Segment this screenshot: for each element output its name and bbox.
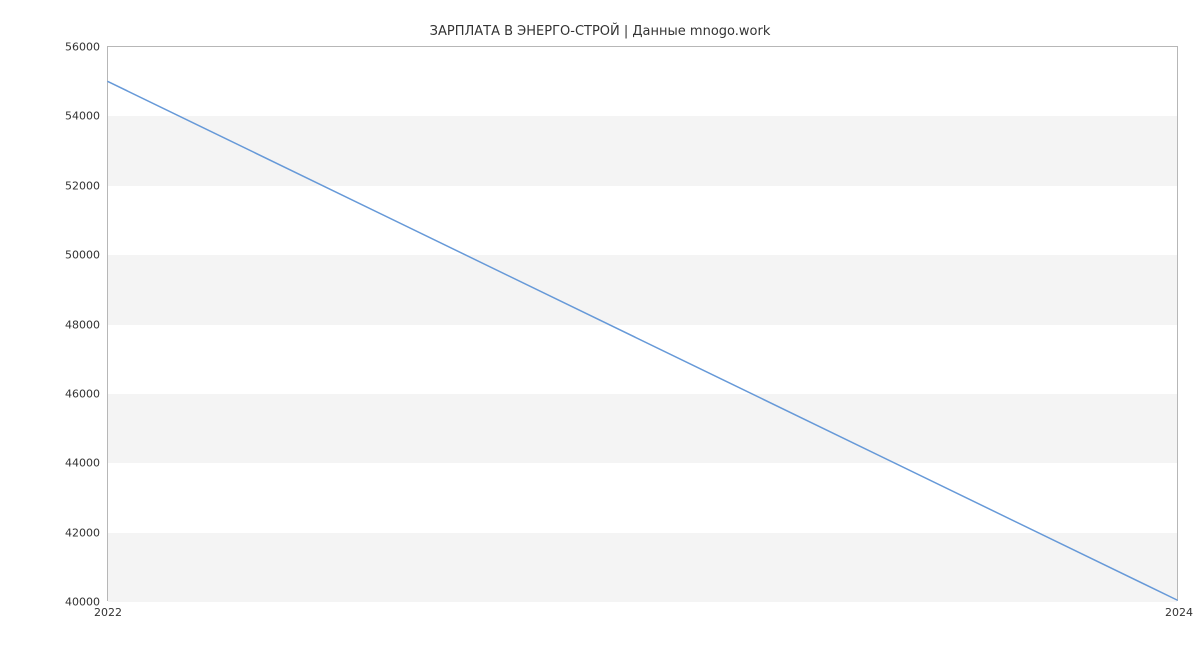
line-series bbox=[108, 47, 1177, 600]
y-tick-label: 46000 bbox=[65, 387, 108, 400]
y-tick-label: 48000 bbox=[65, 318, 108, 331]
y-tick-label: 56000 bbox=[65, 41, 108, 54]
plot-area: 4000042000440004600048000500005200054000… bbox=[107, 46, 1178, 601]
chart-title: ЗАРПЛАТА В ЭНЕРГО-СТРОЙ | Данные mnogo.w… bbox=[0, 24, 1200, 39]
x-tick-label: 2022 bbox=[94, 600, 122, 619]
y-tick-label: 42000 bbox=[65, 526, 108, 539]
x-tick-label: 2024 bbox=[1165, 600, 1193, 619]
y-tick-label: 52000 bbox=[65, 179, 108, 192]
y-tick-label: 44000 bbox=[65, 457, 108, 470]
y-tick-label: 54000 bbox=[65, 110, 108, 123]
y-tick-label: 50000 bbox=[65, 249, 108, 262]
series-line bbox=[108, 82, 1177, 600]
chart-container: ЗАРПЛАТА В ЭНЕРГО-СТРОЙ | Данные mnogo.w… bbox=[0, 0, 1200, 650]
